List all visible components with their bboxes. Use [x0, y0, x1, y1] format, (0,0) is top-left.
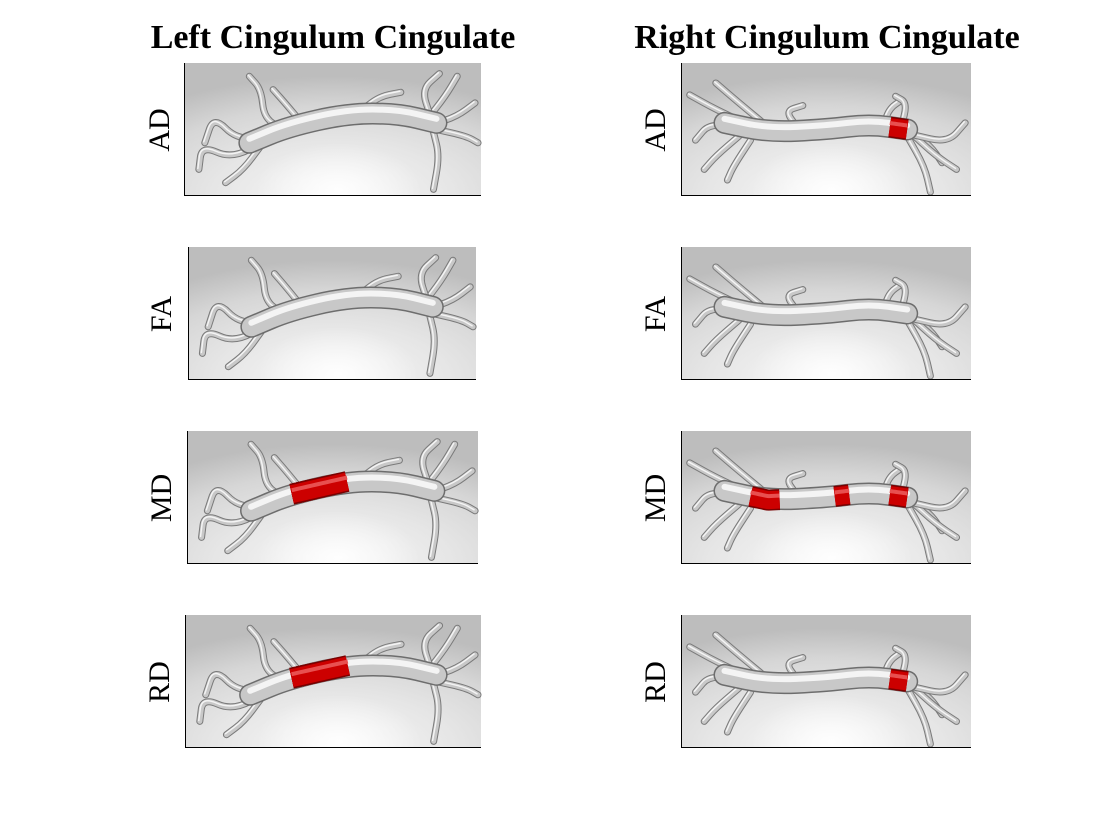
axis-bottom: [681, 379, 971, 380]
row-label-left-1: FA: [145, 295, 178, 333]
background-highlight: [257, 326, 419, 420]
tract-core-highlight: [721, 667, 911, 683]
fiber-branch: [724, 689, 754, 735]
panel-left-ad: [184, 63, 482, 236]
tract-core: [715, 481, 917, 509]
panel-left-md: [187, 431, 479, 604]
significant-segment: [289, 656, 350, 687]
row-label-left-2: MD: [145, 473, 178, 523]
tract-core: [715, 297, 917, 325]
axis-bottom: [681, 195, 971, 196]
significant-segment: [289, 472, 350, 503]
tract-render-left-md: [187, 431, 479, 604]
fiber-branch: [701, 501, 742, 540]
column-title-left: Left Cingulum Cingulate: [150, 19, 516, 56]
tract-core-highlight: [721, 483, 911, 499]
background-highlight: [750, 142, 913, 236]
fiber-branch: [724, 321, 754, 367]
axis-bottom: [187, 563, 478, 564]
axis-left: [184, 63, 185, 196]
significant-segment: [888, 486, 909, 507]
significant-segment-highlight: [889, 673, 908, 680]
tract-core: [241, 288, 443, 337]
tract-core: [239, 104, 446, 153]
fiber-branch: [701, 133, 742, 172]
background-highlight: [256, 510, 420, 604]
row-label-right-1: FA: [639, 295, 672, 333]
tract-core-highlight: [721, 115, 911, 131]
background-highlight: [750, 510, 913, 604]
significant-segment-highlight: [291, 659, 349, 677]
tract-core-highlight: [248, 290, 436, 326]
tract-render-left-rd: [185, 615, 482, 788]
fiber-branch-highlight: [725, 506, 751, 548]
fiber-branch: [724, 505, 754, 551]
axis-bottom: [184, 195, 481, 196]
significant-segment: [888, 670, 909, 691]
axis-left: [188, 247, 189, 380]
panel-right-md: [681, 431, 971, 604]
significant-segment: [888, 118, 909, 139]
panel-left-rd: [185, 615, 482, 788]
tract-render-right-ad: [681, 63, 971, 236]
tract-render-right-md: [681, 431, 971, 604]
axis-left: [681, 247, 682, 380]
panel-right-ad: [681, 63, 971, 236]
axis-left: [681, 615, 682, 748]
row-label-left-3: RD: [143, 661, 176, 703]
axis-left: [681, 431, 682, 564]
axis-bottom: [188, 379, 476, 380]
row-label-right-2: MD: [639, 473, 672, 523]
tract-render-right-rd: [681, 615, 971, 788]
row-label-right-3: RD: [639, 661, 672, 703]
fiber-branch-highlight: [725, 138, 751, 180]
tract-render-left-fa: [188, 247, 477, 420]
background-highlight: [255, 142, 422, 236]
significant-segment-highlight: [889, 121, 908, 128]
panel-left-fa: [188, 247, 477, 420]
row-label-left-0: AD: [143, 108, 176, 152]
panel-right-fa: [681, 247, 971, 420]
significant-segment: [748, 487, 781, 510]
significant-segment-highlight: [291, 475, 348, 493]
axis-bottom: [681, 747, 971, 748]
tract-core: [715, 113, 917, 141]
significant-segment-highlight: [750, 490, 780, 499]
tract-core-highlight: [721, 299, 911, 315]
axis-left: [185, 615, 186, 748]
tract-render-left-ad: [184, 63, 482, 236]
axis-bottom: [681, 563, 971, 564]
background-highlight: [750, 326, 913, 420]
fiber-branch-highlight: [725, 690, 751, 732]
tract-core: [715, 665, 917, 693]
fiber-branch: [724, 137, 754, 183]
significant-segment-highlight: [834, 488, 850, 495]
panel-right-rd: [681, 615, 971, 788]
axis-left: [187, 431, 188, 564]
fiber-branch: [701, 685, 742, 724]
background-highlight: [750, 694, 913, 788]
axis-bottom: [185, 747, 481, 748]
fiber-branch: [701, 317, 742, 356]
column-title-right: Right Cingulum Cingulate: [634, 19, 1020, 56]
row-label-right-0: AD: [639, 108, 672, 152]
background-highlight: [256, 694, 422, 788]
axis-left: [681, 63, 682, 196]
significant-segment-highlight: [889, 489, 908, 496]
significant-segment: [833, 485, 851, 506]
tract-render-right-fa: [681, 247, 971, 420]
tract-core-highlight: [246, 106, 440, 142]
fiber-branch-highlight: [725, 322, 751, 364]
